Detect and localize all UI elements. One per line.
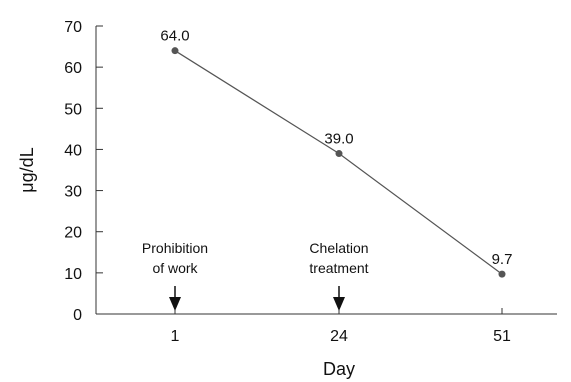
- data-point: [335, 150, 343, 158]
- x-tick-label: 51: [493, 328, 511, 345]
- series: 64.0 39.0 9.7: [160, 28, 512, 278]
- y-tick-label: 20: [64, 225, 82, 242]
- y-tick-label: 10: [64, 266, 82, 283]
- y-tick-label: 0: [73, 307, 82, 324]
- annotations: Prohibition of work Chelation treatment: [142, 240, 369, 311]
- x-tick-label: 24: [330, 328, 348, 345]
- y-tick-label: 70: [64, 19, 82, 36]
- data-label: 64.0: [160, 28, 189, 45]
- data-point: [498, 270, 506, 278]
- data-point: [171, 47, 179, 55]
- annotation-text: treatment: [309, 260, 368, 276]
- annotation-arrow-head: [169, 297, 181, 311]
- y-tick-label: 40: [64, 142, 82, 159]
- annotation-text: of work: [152, 260, 198, 276]
- x-ticks: 1 24 51: [171, 308, 511, 345]
- annotation-text: Chelation: [309, 240, 368, 256]
- y-axis-title: μg/dL: [17, 147, 37, 192]
- x-tick-label: 1: [171, 328, 180, 345]
- y-tick-label: 50: [64, 101, 82, 118]
- annotation-text: Prohibition: [142, 240, 208, 256]
- data-label: 39.0: [324, 131, 353, 148]
- data-label: 9.7: [492, 251, 513, 268]
- x-axis-title: Day: [323, 359, 355, 379]
- y-tick-label: 30: [64, 184, 82, 201]
- y-ticks: 0 10 20 30 40 50 60 70: [64, 19, 103, 324]
- y-tick-label: 60: [64, 60, 82, 77]
- annotation-arrow-head: [333, 297, 345, 311]
